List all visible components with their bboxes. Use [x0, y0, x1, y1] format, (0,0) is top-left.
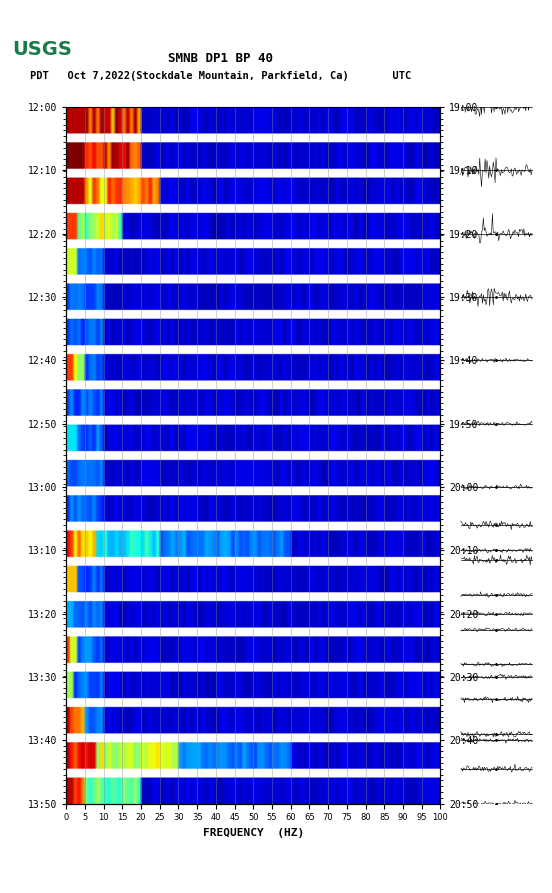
Text: USGS: USGS	[12, 39, 72, 59]
Text: PDT   Oct 7,2022(Stockdale Mountain, Parkfield, Ca)       UTC: PDT Oct 7,2022(Stockdale Mountain, Parkf…	[30, 71, 411, 81]
Text: SMNB DP1 BP 40: SMNB DP1 BP 40	[168, 52, 273, 64]
X-axis label: FREQUENCY  (HZ): FREQUENCY (HZ)	[203, 828, 304, 838]
